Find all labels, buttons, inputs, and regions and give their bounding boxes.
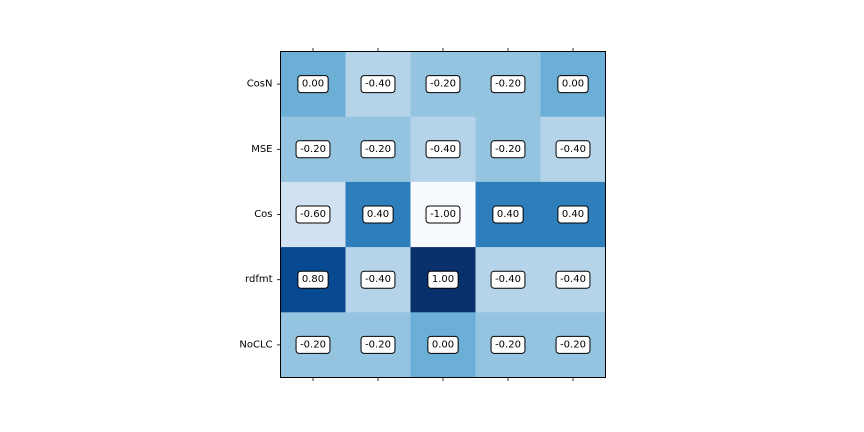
- cell-value-label: -0.20: [360, 140, 396, 159]
- cell-label-box: [557, 205, 589, 224]
- cell-label-box: [297, 270, 329, 289]
- cell-value-label: -0.40: [555, 270, 591, 289]
- y-axis-tick-label: Cos: [254, 209, 272, 220]
- axis-ticks: [277, 48, 574, 381]
- cell-value-text: 1.00: [432, 274, 454, 285]
- cell-value-text: -0.20: [430, 79, 456, 90]
- cell-label-box: [555, 270, 591, 289]
- cell-value-text: -0.20: [495, 339, 521, 350]
- cell-value-text: 0.40: [562, 209, 584, 220]
- cell-label-box: [425, 205, 461, 224]
- cell-value-text: -0.40: [560, 274, 586, 285]
- cell-value-label: -0.40: [360, 270, 396, 289]
- cell-value-label: 1.00: [427, 270, 459, 289]
- cell-value-text: -0.40: [560, 144, 586, 155]
- cell-value-label: 0.00: [297, 75, 329, 94]
- cell-value-label: -0.40: [360, 75, 396, 94]
- y-axis-tick-label: CosN: [247, 79, 273, 90]
- cell-label-box: [295, 335, 331, 354]
- y-axis-tick-label: NoCLC: [239, 339, 272, 350]
- cell-value-label: 0.80: [297, 270, 329, 289]
- cell-value-label: 0.00: [557, 75, 589, 94]
- cell-value-label: -0.40: [425, 140, 461, 159]
- cell-label-box: [362, 205, 394, 224]
- y-axis-tick-label: MSE: [251, 144, 272, 155]
- cell-label-box: [490, 75, 526, 94]
- heatmap-cells: [280, 51, 606, 378]
- cell-value-text: -0.20: [560, 339, 586, 350]
- cell-label-box: [492, 205, 524, 224]
- cell-label-box: [425, 75, 461, 94]
- cell-value-text: 0.00: [562, 79, 584, 90]
- cell-value-label: -0.60: [295, 205, 331, 224]
- cell-value-text: -0.20: [300, 144, 326, 155]
- cell-value-text: -0.60: [300, 209, 326, 220]
- cell-value-label: -1.00: [425, 205, 461, 224]
- cell-value-label: -0.20: [490, 75, 526, 94]
- cell-value-label: -0.20: [360, 335, 396, 354]
- cell-value-text: -0.40: [365, 79, 391, 90]
- y-axis-tick-labels: CosN MSE Cos rdfmt NoCLC: [239, 79, 272, 351]
- cell-label-box: [360, 140, 396, 159]
- cell-label-box: [427, 335, 459, 354]
- cell-value-label: 0.40: [362, 205, 394, 224]
- cell-value-text: -0.20: [365, 339, 391, 350]
- cell-label-box: [490, 335, 526, 354]
- cell-value-label: -0.20: [425, 75, 461, 94]
- cell-value-label: -0.20: [555, 335, 591, 354]
- cell-value-label: 0.40: [557, 205, 589, 224]
- cell-value-text: 0.00: [302, 79, 324, 90]
- cell-value-labels: 0.00 -0.40 -0.20 -0.20 0.00 -0.20 -0.20 -0.40 -0…: [295, 75, 591, 354]
- cell-value-label: 0.40: [492, 205, 524, 224]
- cell-value-text: 0.80: [302, 274, 324, 285]
- cell-value-text: 0.00: [432, 339, 454, 350]
- cell-value-text: 0.40: [367, 209, 389, 220]
- cell-label-box: [295, 205, 331, 224]
- cell-label-box: [360, 75, 396, 94]
- cell-label-box: [490, 140, 526, 159]
- cell-label-box: [360, 270, 396, 289]
- cell-value-text: -1.00: [430, 209, 456, 220]
- cell-label-box: [490, 270, 526, 289]
- cell-value-label: -0.20: [295, 140, 331, 159]
- cell-value-text: -0.40: [365, 274, 391, 285]
- cell-label-box: [555, 335, 591, 354]
- cell-value-label: -0.40: [555, 140, 591, 159]
- cell-value-label: -0.20: [490, 335, 526, 354]
- cell-value-text: -0.40: [430, 144, 456, 155]
- cell-label-box: [425, 140, 461, 159]
- cell-label-box: [295, 140, 331, 159]
- y-axis-tick-label: rdfmt: [245, 274, 273, 285]
- cell-label-box: [555, 140, 591, 159]
- cell-value-text: -0.40: [495, 274, 521, 285]
- cell-value-text: 0.40: [497, 209, 519, 220]
- cell-value-label: 0.00: [427, 335, 459, 354]
- cell-label-box: [297, 75, 329, 94]
- cell-value-text: -0.20: [365, 144, 391, 155]
- cell-value-label: -0.20: [295, 335, 331, 354]
- cell-label-box: [557, 75, 589, 94]
- cell-label-box: [427, 270, 459, 289]
- cell-value-label: -0.40: [490, 270, 526, 289]
- cell-label-box: [360, 335, 396, 354]
- cell-value-text: -0.20: [495, 79, 521, 90]
- cell-value-label: -0.20: [490, 140, 526, 159]
- cell-value-text: -0.20: [300, 339, 326, 350]
- cell-value-text: -0.20: [495, 144, 521, 155]
